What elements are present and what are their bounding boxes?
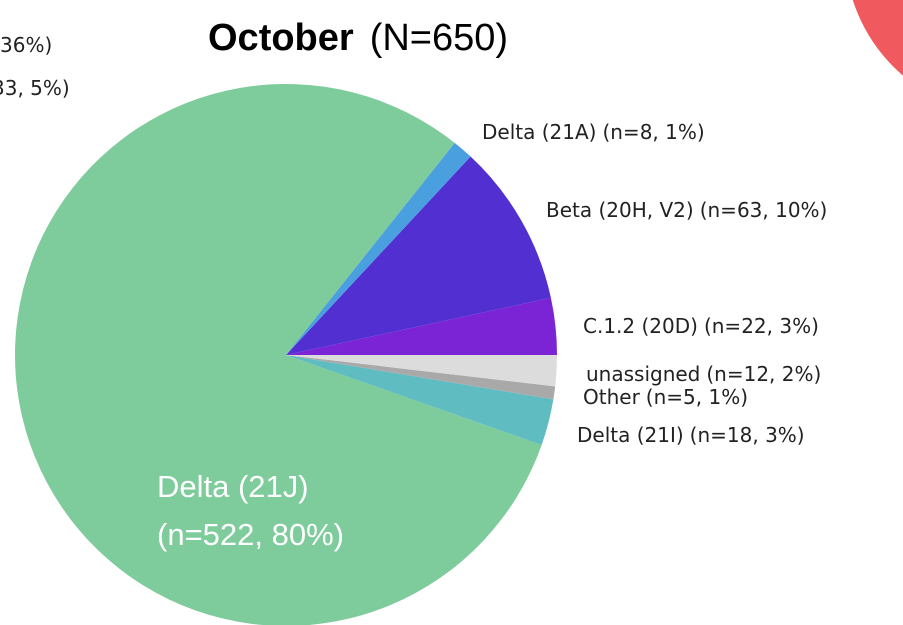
category-label: Other (583, 385, 641, 409)
pie-slice (286, 142, 471, 355)
value-label: (n=522, 80%) (157, 517, 344, 552)
fragment: 36%) (0, 33, 52, 57)
slice-label: unassigned (n=12, 2%) (586, 362, 821, 386)
category-label: Delta (21A) (482, 120, 596, 144)
neighbor-pie (852, 0, 903, 76)
value-label: (n=12, 2%) (706, 362, 821, 386)
category-label: C.1.2 (20D) (583, 314, 698, 338)
fragment: 33, 5%) (0, 76, 70, 100)
value-label: (n=5, 1%) (646, 385, 748, 409)
slice-label: Beta (20H, V2) (n=63, 10%) (546, 198, 827, 222)
category-label: Beta (20H, V2) (546, 198, 694, 222)
value-label: (n=8, 1%) (602, 120, 704, 144)
slice-label: C.1.2 (20D) (n=22, 3%) (583, 314, 819, 338)
pie-slice (15, 84, 542, 625)
value-label: (n=63, 10%) (700, 198, 828, 222)
slice-label: Other (n=5, 1%) (583, 385, 748, 409)
pie-slice (286, 355, 557, 387)
chart-title: October (N=650) (208, 17, 508, 59)
subtitle: (N=650) (370, 17, 508, 59)
slice-label: Delta (21A) (n=8, 1%) (482, 120, 705, 144)
category-label: Delta (21I) (577, 423, 684, 447)
value-label: (n=22, 3%) (704, 314, 819, 338)
category-label: Delta (21J) (157, 469, 309, 504)
pie-slice (286, 156, 551, 355)
value-label: (n=18, 3%) (690, 423, 805, 447)
slice-label: Delta (21I) (n=18, 3%) (577, 423, 805, 447)
pie-slice (286, 355, 554, 445)
pie-slice (286, 297, 557, 355)
title: October (208, 17, 354, 59)
pie-slice (286, 355, 556, 400)
category-label: unassigned (586, 362, 700, 386)
